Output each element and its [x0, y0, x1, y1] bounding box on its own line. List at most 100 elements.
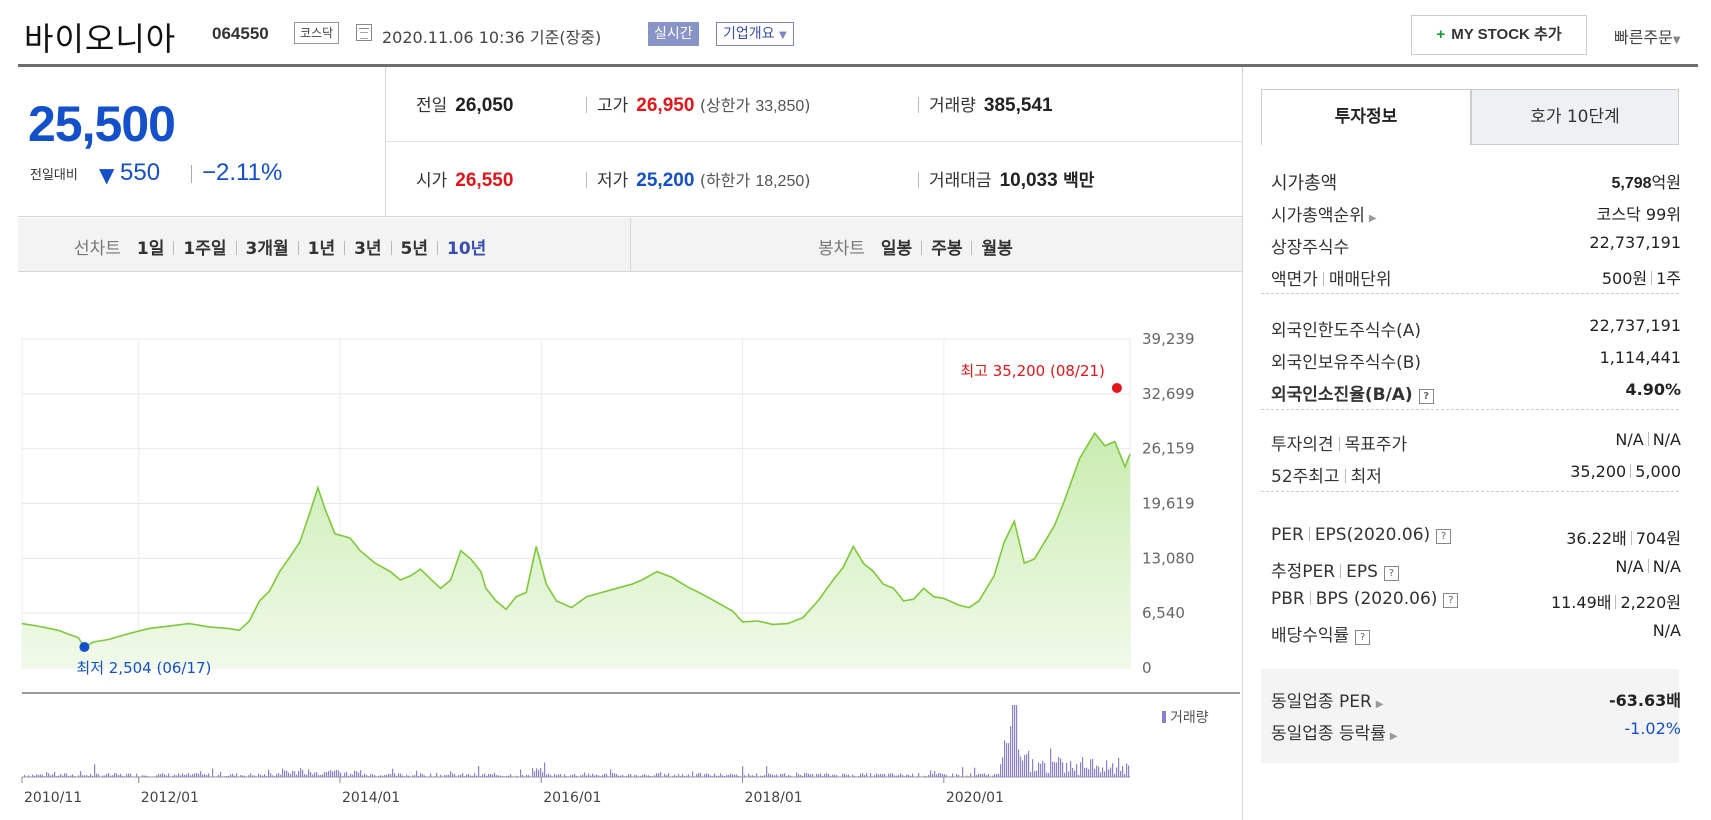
market-cap-rank-label[interactable]: 시가총액순위 ▶ — [1271, 201, 1377, 226]
volume-bar — [864, 775, 866, 777]
volume-bar — [366, 775, 368, 777]
volume-bar — [450, 771, 452, 777]
volume-bar — [38, 775, 40, 777]
volume-bar — [40, 774, 42, 777]
volume-bar — [126, 774, 128, 777]
per-v2: 704원 — [1635, 529, 1681, 548]
divider — [918, 97, 919, 113]
volume-bar — [790, 775, 792, 777]
listed-shares-value: 22,737,191 — [1589, 233, 1681, 252]
volume-bar — [768, 773, 770, 777]
volume-bar — [378, 775, 380, 777]
help-icon[interactable]: ? — [1383, 566, 1399, 581]
volume-bar — [358, 772, 360, 777]
volume-bar — [278, 773, 280, 777]
market-badge: 코스닥 — [294, 22, 340, 44]
volume-bar — [46, 772, 48, 777]
volume-bar — [588, 773, 590, 777]
volume-bar — [84, 775, 86, 777]
volume-bar — [846, 775, 848, 777]
period-3m[interactable]: 3개월 — [245, 239, 289, 259]
quote-row-2: 시가 26,550 저가 25,200 (하한가 18,250) 거래대금 10,03… — [386, 142, 1242, 217]
stock-header: 바이오니아 064550 코스닥 2020.11.06 10:36 기준(장중)… — [0, 0, 1711, 66]
tab-orderbook-10[interactable]: 호가 10단계 — [1471, 89, 1679, 145]
listed-shares-row: 상장주식수 22,737,191 — [1271, 227, 1681, 259]
volume-bar — [138, 776, 140, 777]
volume-bar — [708, 774, 710, 777]
volume-bar — [680, 776, 682, 777]
price-summary: 25,500 전일대비 ▼ 550 −2.11% 전일 26,050 고가 26,9… — [18, 67, 1242, 217]
period-selector: 선차트 1일 1주일 3개월 1년 3년 5년 10년 — [74, 234, 486, 259]
volume-bar — [894, 775, 896, 777]
volume-bar — [474, 773, 476, 777]
volume-bar — [968, 776, 970, 777]
volume-bar — [808, 773, 810, 777]
volume-bar — [158, 773, 160, 777]
prev-close: 전일 26,050 — [416, 91, 513, 117]
per-label: PER EPS(2020.06)? — [1271, 525, 1452, 545]
divider — [1647, 432, 1649, 446]
candle-daily[interactable]: 일봉 — [880, 239, 913, 259]
period-3y[interactable]: 3년 — [354, 239, 382, 259]
volume-bar — [1038, 762, 1040, 777]
y-tick-label: 19,619 — [1142, 495, 1195, 513]
tab-investment-info[interactable]: 투자정보 — [1261, 89, 1471, 145]
volume-bar — [380, 775, 382, 777]
volume-bar — [946, 775, 948, 777]
realtime-badge[interactable]: 실시간 — [648, 22, 699, 46]
help-icon[interactable]: ? — [1355, 630, 1371, 645]
volume-bar — [1074, 770, 1076, 777]
company-overview-label: 기업개요 — [723, 26, 775, 42]
volume-bar — [1022, 760, 1024, 777]
period-1w[interactable]: 1주일 — [183, 239, 227, 259]
volume-bar — [916, 776, 918, 777]
sector-change-label[interactable]: 동일업종 등락률 ▶ — [1271, 719, 1398, 744]
volume-bar — [62, 775, 64, 777]
period-10y[interactable]: 10년 — [447, 239, 487, 259]
period-1d[interactable]: 1일 — [136, 239, 165, 259]
volume-bar — [982, 773, 984, 777]
market-cap-value: 5,798억원 — [1612, 169, 1682, 193]
volume-bar — [292, 770, 294, 777]
prev-close-value: 26,050 — [455, 95, 514, 116]
candle-weekly[interactable]: 주봉 — [931, 239, 963, 259]
chart-toolbar: 선차트 1일 1주일 3개월 1년 3년 5년 10년 봉차트 일봉 주봉 월봉 — [18, 218, 1242, 272]
divider — [1630, 464, 1632, 478]
volume-bar — [926, 776, 928, 777]
volume-bar — [852, 774, 854, 777]
price-chart[interactable]: 39,239 32,699 26,159 19,619 13,080 6,540 0 2010… — [0, 272, 1240, 820]
volume-bar — [602, 774, 604, 777]
candle-selector: 봉차트 일봉 주봉 월봉 — [818, 234, 1013, 259]
week52-low-text: 최저 — [1350, 467, 1382, 487]
stock-code: 064550 — [212, 24, 269, 43]
sector-per-label[interactable]: 동일업종 PER ▶ — [1271, 687, 1383, 712]
volume-bar — [1042, 760, 1044, 777]
week52-low: 5,000 — [1635, 462, 1681, 481]
caret-right-icon: ▶ — [1375, 699, 1384, 710]
add-mystock-button[interactable]: + MY STOCK 추가 — [1411, 15, 1587, 55]
volume-bar — [1126, 763, 1128, 777]
price-line — [21, 431, 1131, 649]
volume-bar — [402, 775, 404, 777]
volume-bar — [1052, 761, 1054, 777]
volume-bar — [488, 773, 490, 777]
foreign-limit-value: 22,737,191 — [1589, 316, 1681, 335]
company-overview-dropdown[interactable]: 기업개요 ▼ — [716, 22, 794, 46]
help-icon[interactable]: ? — [1436, 529, 1452, 544]
help-icon[interactable]: ? — [1418, 389, 1434, 404]
help-icon[interactable]: ? — [1443, 593, 1459, 608]
volume-bar — [90, 774, 92, 777]
volume-bar — [836, 775, 838, 777]
divider — [1338, 437, 1340, 451]
quick-order-button[interactable]: 빠른주문▼ — [1614, 24, 1681, 48]
volume-bar — [230, 774, 232, 777]
volume-bar — [1124, 774, 1126, 777]
volume-bar — [56, 776, 58, 777]
volume-bar — [636, 775, 638, 777]
high-price: 고가 26,950 (상한가 33,850) — [586, 91, 811, 117]
period-1y[interactable]: 1년 — [307, 239, 336, 259]
volume-bar — [640, 775, 642, 777]
candle-monthly[interactable]: 월봉 — [981, 239, 1013, 259]
period-5y[interactable]: 5년 — [400, 239, 429, 259]
volume-bar — [738, 775, 740, 777]
